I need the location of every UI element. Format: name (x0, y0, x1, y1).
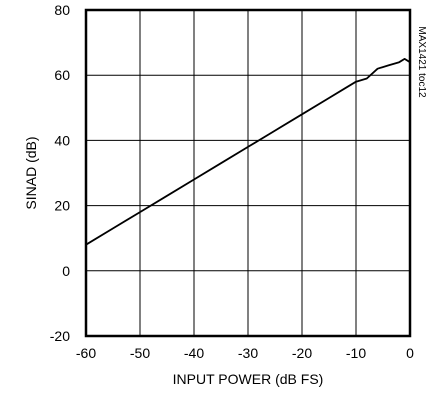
x-tick-label: -30 (238, 345, 258, 361)
plot-frame (84, 8, 412, 338)
x-axis-ticks: -60 -50 -40 -30 -20 -10 0 (76, 345, 414, 361)
y-tick-label: -20 (50, 328, 70, 344)
x-tick-label: -40 (184, 345, 204, 361)
x-tick-label: -60 (76, 345, 96, 361)
x-tick-label: -50 (130, 345, 150, 361)
y-axis-title: SINAD (dB) (23, 136, 39, 209)
y-tick-label: 0 (62, 263, 70, 279)
y-tick-label: 80 (54, 2, 70, 18)
y-tick-label: 60 (54, 67, 70, 83)
x-tick-label: 0 (406, 345, 414, 361)
x-tick-label: -10 (346, 345, 366, 361)
series-layer (85, 58, 411, 246)
x-axis-title: INPUT POWER (dB FS) (173, 371, 324, 387)
y-tick-label: 40 (54, 132, 70, 148)
sinad-series-line (85, 58, 411, 246)
y-axis-ticks: -20 0 20 40 60 80 (50, 2, 70, 344)
y-tick-label: 20 (54, 198, 70, 214)
grid (86, 10, 410, 336)
x-tick-label: -20 (292, 345, 312, 361)
figure-code-label: MAX1421 toc12 (416, 26, 427, 98)
